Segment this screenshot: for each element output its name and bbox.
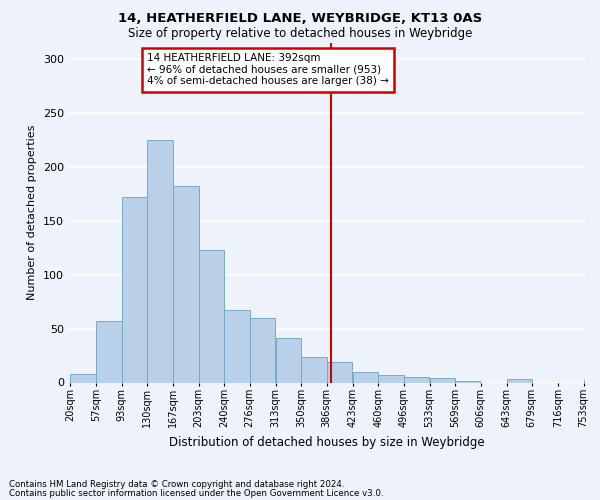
Text: 14 HEATHERFIELD LANE: 392sqm
← 96% of detached houses are smaller (953)
4% of se: 14 HEATHERFIELD LANE: 392sqm ← 96% of de… [148,54,389,86]
Text: Size of property relative to detached houses in Weybridge: Size of property relative to detached ho… [128,28,472,40]
Bar [199,250,224,382]
Bar [301,356,327,382]
Bar [379,375,404,382]
Bar [430,378,455,382]
Bar [353,372,378,382]
Text: Contains HM Land Registry data © Crown copyright and database right 2024.: Contains HM Land Registry data © Crown c… [9,480,344,489]
Bar [506,380,532,382]
Bar [70,374,96,382]
Bar [275,338,301,382]
X-axis label: Distribution of detached houses by size in Weybridge: Distribution of detached houses by size … [169,436,485,449]
Text: 14, HEATHERFIELD LANE, WEYBRIDGE, KT13 0AS: 14, HEATHERFIELD LANE, WEYBRIDGE, KT13 0… [118,12,482,26]
Bar [326,362,352,382]
Bar [404,377,429,382]
Bar [122,197,147,382]
Text: Contains public sector information licensed under the Open Government Licence v3: Contains public sector information licen… [9,488,383,498]
Bar [148,140,173,382]
Bar [97,321,122,382]
Y-axis label: Number of detached properties: Number of detached properties [28,125,37,300]
Bar [250,318,275,382]
Bar [173,186,199,382]
Bar [584,380,600,382]
Bar [224,310,250,382]
